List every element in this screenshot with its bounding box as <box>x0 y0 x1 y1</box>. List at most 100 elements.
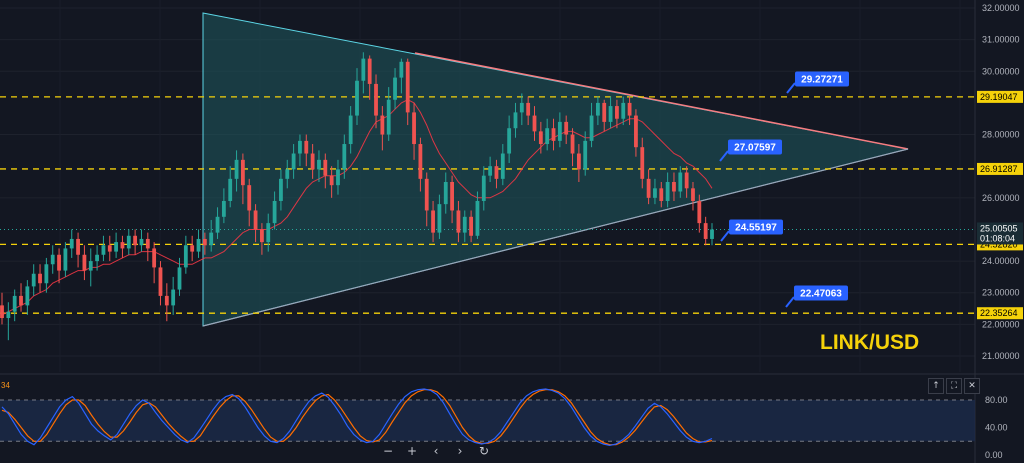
candle-body <box>158 267 163 296</box>
candle-body <box>202 238 207 246</box>
candle-body <box>589 115 594 141</box>
candle-body <box>399 61 404 78</box>
close-icon[interactable]: ✕ <box>964 378 980 394</box>
candle-body <box>621 102 626 119</box>
callout-box <box>729 219 783 235</box>
price-tick-label: 23.00000 <box>982 288 1020 298</box>
candle-body <box>76 238 80 255</box>
current-price-tag <box>977 222 1023 245</box>
level-tag <box>977 90 1023 103</box>
candle-body <box>266 223 271 243</box>
oscillator-tick-label: 40.00 <box>985 423 1008 433</box>
candle-body <box>215 216 220 233</box>
candle-body <box>63 248 68 271</box>
candle-body <box>82 254 87 271</box>
candle-body <box>95 254 99 262</box>
zoom-out-button[interactable]: − <box>382 444 394 458</box>
horizontal-levels[interactable] <box>0 96 975 314</box>
candle-body <box>209 232 214 246</box>
candle-body <box>595 102 600 116</box>
callout-box <box>728 139 782 155</box>
candle-body <box>57 254 61 271</box>
zoom-in-button[interactable]: + <box>406 444 418 458</box>
candle-body <box>323 159 328 176</box>
candle-body <box>69 238 74 249</box>
candle-body <box>196 238 201 252</box>
candle-body <box>183 245 188 268</box>
candle-body <box>583 140 588 170</box>
candle-body <box>634 115 638 148</box>
candle-body <box>310 153 315 170</box>
candle-body <box>120 242 125 249</box>
candle-body <box>450 182 454 211</box>
candle-body <box>50 254 55 265</box>
candle-body <box>25 286 30 306</box>
candle-body <box>665 182 670 201</box>
candle-body <box>691 188 695 201</box>
candle-body <box>133 235 138 246</box>
candle-body <box>190 245 195 252</box>
candle-body <box>710 229 714 239</box>
callout-box <box>795 71 849 87</box>
oscillator-pane[interactable]: 80.00 40.00 0.00 <box>0 373 1024 460</box>
move-up-icon[interactable]: ↑ <box>928 378 944 394</box>
candle-body <box>126 235 131 249</box>
candle-body <box>646 178 651 198</box>
candle-body <box>177 267 182 290</box>
candle-body <box>107 245 112 252</box>
candle-body <box>526 102 531 116</box>
candle-body <box>481 175 486 201</box>
candle-body <box>507 128 512 154</box>
candle-body <box>640 147 645 179</box>
candle-body <box>431 210 435 233</box>
candle-body <box>557 121 562 141</box>
pane-controls: ↑ ⛶ ✕ <box>928 378 980 394</box>
oscillator-tick-label: 0.00 <box>985 450 1003 460</box>
candle-body <box>12 295 17 312</box>
candle-body <box>386 99 391 135</box>
candle-body <box>678 172 683 192</box>
maximize-icon[interactable]: ⛶ <box>946 378 962 394</box>
candle-body <box>697 200 702 224</box>
candle-body <box>532 115 537 132</box>
candle-body <box>272 200 277 224</box>
candle-body <box>500 153 505 179</box>
reset-button[interactable]: ↻ <box>478 444 490 458</box>
level-tag <box>977 307 1023 320</box>
price-axis[interactable]: 32.00000 31.00000 30.00000 28.00000 26.00000… <box>974 0 1023 463</box>
symbol-label: LINK/USD <box>820 331 919 354</box>
callout-pointer <box>785 296 795 308</box>
price-tick-label: 30.00000 <box>982 66 1020 76</box>
price-tick-label: 32.00000 <box>982 3 1020 13</box>
candle-body <box>253 210 258 230</box>
candle-body <box>336 169 340 186</box>
candle-body <box>342 144 347 170</box>
oscillator-tick-label: 80.00 <box>985 395 1008 405</box>
current-price-value: 25.00505 <box>980 223 1018 233</box>
candle-body <box>684 172 689 189</box>
candle-body <box>304 140 309 154</box>
oscillator-label: 34 <box>1 381 10 390</box>
candle-body <box>469 216 474 236</box>
current-price-countdown: 01:08:04 <box>980 233 1015 243</box>
callout-label: 24.55197 <box>735 223 777 234</box>
oscillator-k-line <box>1 388 713 447</box>
candle-body <box>101 245 106 255</box>
candle-body <box>494 166 499 179</box>
callout-label: 27.07597 <box>734 143 776 154</box>
candle-body <box>279 178 283 201</box>
candle-body <box>355 80 359 116</box>
candle-body <box>291 153 296 170</box>
candle-body <box>418 144 423 179</box>
candle-body <box>627 102 632 116</box>
candle-body <box>152 248 157 268</box>
scroll-left-button[interactable]: ‹ <box>433 444 439 458</box>
level-tag-label: 26.91287 <box>980 164 1018 174</box>
chart-toolbar: − + ‹ › ↻ <box>378 443 494 459</box>
candle-body <box>602 102 607 122</box>
callouts[interactable]: 29.27271 27.07597 24.55197 22.47063 <box>719 71 849 308</box>
scroll-right-button[interactable]: › <box>457 444 463 458</box>
candle-body <box>405 61 410 113</box>
ma-line <box>1 99 713 316</box>
